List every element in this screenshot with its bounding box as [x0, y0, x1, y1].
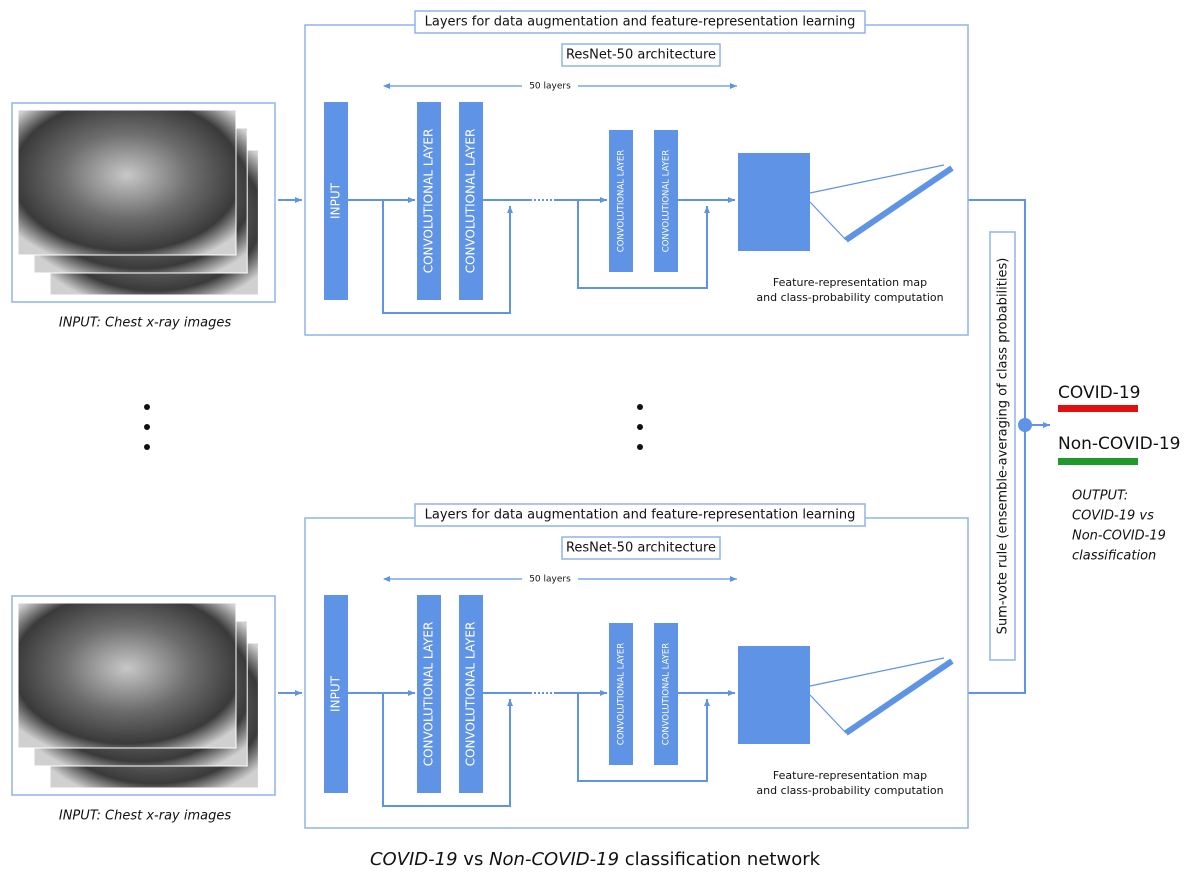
- title-part: classification network: [619, 849, 821, 870]
- output-label: Non-COVID-19: [1058, 434, 1180, 454]
- class-vector: [844, 165, 954, 243]
- title-part: Non-COVID-19: [489, 849, 619, 870]
- vote-connector: Sum-vote rule (ensemble-averaging of cla…: [968, 199, 1050, 694]
- conv-layer-label: CONVOLUTIONAL LAYER: [617, 150, 627, 253]
- arch-title: ResNet-50 architecture: [566, 48, 716, 63]
- layers-label: 50 layers: [529, 82, 571, 92]
- input-layer-label: INPUT: [329, 675, 343, 712]
- projection: [809, 164, 945, 241]
- box-title: Layers for data augmentation and feature…: [425, 15, 856, 30]
- input-caption: INPUT: Chest x-ray images: [59, 809, 232, 824]
- conv-layer: [417, 595, 441, 793]
- vote-label: Sum-vote rule (ensemble-averaging of cla…: [996, 258, 1011, 635]
- output-caption: classification: [1072, 549, 1156, 564]
- skip-connection: [577, 693, 710, 782]
- diagram-title: COVID-19 vs Non-COVID-19 classification …: [370, 849, 821, 870]
- box-title-frame: [414, 10, 866, 34]
- skip-connection: [382, 200, 513, 314]
- pipeline: INPUT: Chest x-ray images Layers for data…: [11, 10, 969, 336]
- output-caption: COVID-19 vs: [1072, 509, 1154, 524]
- pipeline: INPUT: Chest x-ray images Layers for data…: [11, 503, 969, 829]
- title-part: vs: [458, 849, 489, 870]
- output-caption: OUTPUT:: [1072, 489, 1128, 504]
- conv-layer: [609, 130, 633, 272]
- conv-layer: [609, 623, 633, 765]
- feature-caption: and class-probability computation: [756, 291, 943, 304]
- conv-layer-label: CONVOLUTIONAL LAYER: [464, 622, 478, 767]
- arch-title-frame: [561, 43, 721, 67]
- class-vector: [844, 658, 954, 736]
- input-layer: [324, 595, 348, 793]
- label-bg: [522, 79, 578, 93]
- skip-connection: [577, 200, 710, 289]
- x-ray-image: [17, 109, 237, 256]
- feature-map: [738, 646, 810, 744]
- title-part: COVID-19: [370, 849, 458, 870]
- conv-layer-label: CONVOLUTIONAL LAYER: [422, 129, 436, 274]
- conv-layer: [417, 102, 441, 300]
- outputs: COVID-19 Non-COVID-19 OUTPUT: COVID-19 v…: [1058, 383, 1180, 564]
- conv-layer: [459, 102, 483, 300]
- projection: [809, 657, 945, 734]
- arch-title: ResNet-50 architecture: [566, 541, 716, 556]
- conv-layer-label: CONVOLUTIONAL LAYER: [617, 643, 627, 746]
- output-label: COVID-19: [1058, 383, 1140, 403]
- skip-connection: [382, 693, 513, 807]
- conv-layer: [654, 130, 678, 272]
- conv-layer: [654, 623, 678, 765]
- ellipsis: [144, 404, 643, 450]
- image-frame: [11, 595, 276, 796]
- box-title-frame: [414, 503, 866, 527]
- feature-map: [738, 153, 810, 251]
- arch-title-frame: [561, 536, 721, 560]
- conv-layer: [459, 595, 483, 793]
- layers-label: 50 layers: [529, 575, 571, 585]
- feature-caption: Feature-representation map: [773, 769, 927, 782]
- feature-caption: and class-probability computation: [756, 784, 943, 797]
- output-caption: Non-COVID-19: [1072, 529, 1166, 544]
- input-layer-label: INPUT: [329, 182, 343, 219]
- box-title: Layers for data augmentation and feature…: [425, 508, 856, 523]
- image-frame: [11, 102, 276, 303]
- conv-layer-label: CONVOLUTIONAL LAYER: [662, 150, 672, 253]
- input-caption: INPUT: Chest x-ray images: [59, 316, 232, 331]
- x-ray-image: [17, 602, 237, 749]
- conv-layer-label: CONVOLUTIONAL LAYER: [464, 129, 478, 274]
- conv-layer-label: CONVOLUTIONAL LAYER: [662, 643, 672, 746]
- input-layer: [324, 102, 348, 300]
- label-bg: [522, 572, 578, 586]
- feature-caption: Feature-representation map: [773, 276, 927, 289]
- conv-layer-label: CONVOLUTIONAL LAYER: [422, 622, 436, 767]
